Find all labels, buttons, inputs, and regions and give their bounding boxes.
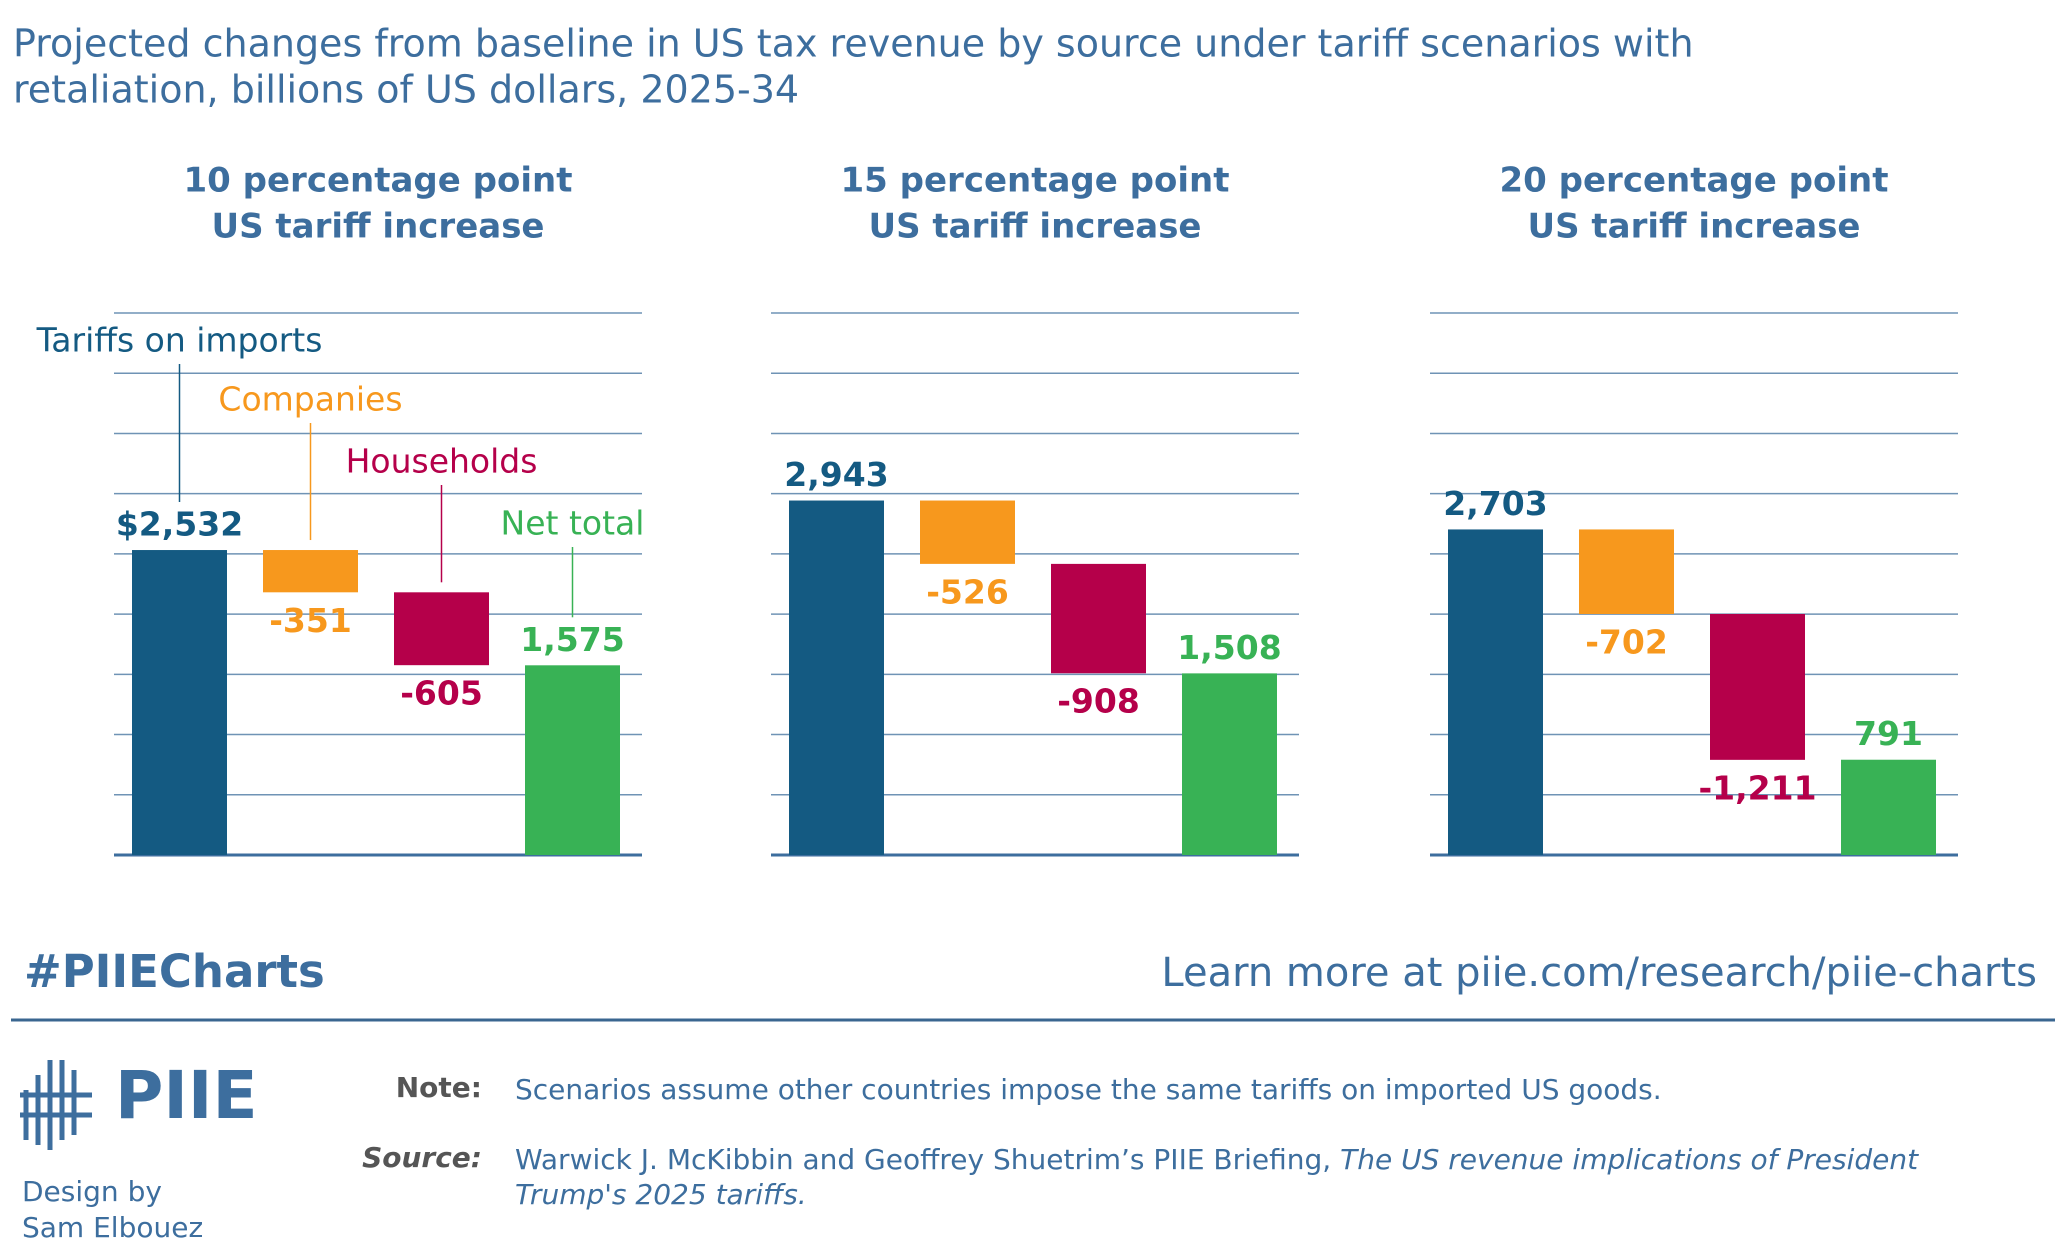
panel-title: US tariff increase (868, 207, 1201, 247)
hashtag: #PIIECharts (24, 945, 325, 998)
panel-title: 10 percentage point (184, 161, 573, 201)
value-label: -351 (269, 601, 352, 640)
bar (525, 665, 620, 855)
value-label: $2,532 (116, 505, 243, 544)
value-label: -908 (1057, 682, 1140, 721)
bar (1579, 529, 1674, 614)
category-label: Net total (501, 504, 645, 543)
value-label: 1,575 (520, 620, 624, 659)
value-label: -1,211 (1698, 768, 1816, 807)
value-label: -605 (400, 674, 483, 713)
note: Scenarios assume other countries impose … (515, 1073, 1662, 1106)
panel-title: US tariff increase (211, 207, 544, 247)
bar (1448, 529, 1543, 855)
bar (394, 592, 489, 666)
source: Warwick J. McKibbin and Geoffrey Shuetri… (515, 1143, 1919, 1176)
logo (20, 1060, 92, 1150)
design-credit: Sam Elbouez (22, 1211, 203, 1244)
bar (1841, 759, 1936, 855)
panel-title: US tariff increase (1527, 207, 1860, 247)
source-label: Source: (362, 1141, 482, 1174)
value-label: -702 (1585, 622, 1668, 661)
panel-title: 15 percentage point (841, 161, 1230, 201)
value-label: 1,508 (1177, 628, 1281, 667)
chart-title: retaliation, billions of US dollars, 202… (13, 68, 799, 112)
design-credit: Design by (22, 1175, 162, 1208)
value-label: 2,943 (784, 455, 888, 494)
category-label: Households (346, 442, 538, 481)
bar (1051, 563, 1146, 674)
source-title: Trump's 2025 tariffs. (515, 1178, 807, 1211)
value-label: 2,703 (1443, 484, 1547, 523)
chart-title: Projected changes from baseline in US ta… (13, 22, 1694, 66)
logo-text: PIIE (115, 1057, 258, 1134)
value-label: -526 (926, 572, 1009, 611)
category-label: Tariffs on imports (36, 321, 323, 360)
bar (263, 550, 358, 593)
bar (920, 500, 1015, 564)
category-label: Companies (218, 380, 402, 419)
bar (1710, 613, 1805, 760)
bar (789, 500, 884, 855)
link[interactable]: Learn more at piie.com/research/piie-cha… (1161, 950, 2037, 996)
value-label: 791 (1854, 714, 1923, 753)
source-title: The US revenue implications of President (1340, 1143, 1919, 1176)
note-label: Note: (396, 1071, 482, 1104)
panel-title: 20 percentage point (1500, 161, 1889, 201)
bar (132, 550, 227, 855)
bar (1182, 673, 1277, 855)
source-text: Warwick J. McKibbin and Geoffrey Shuetri… (515, 1143, 1331, 1176)
